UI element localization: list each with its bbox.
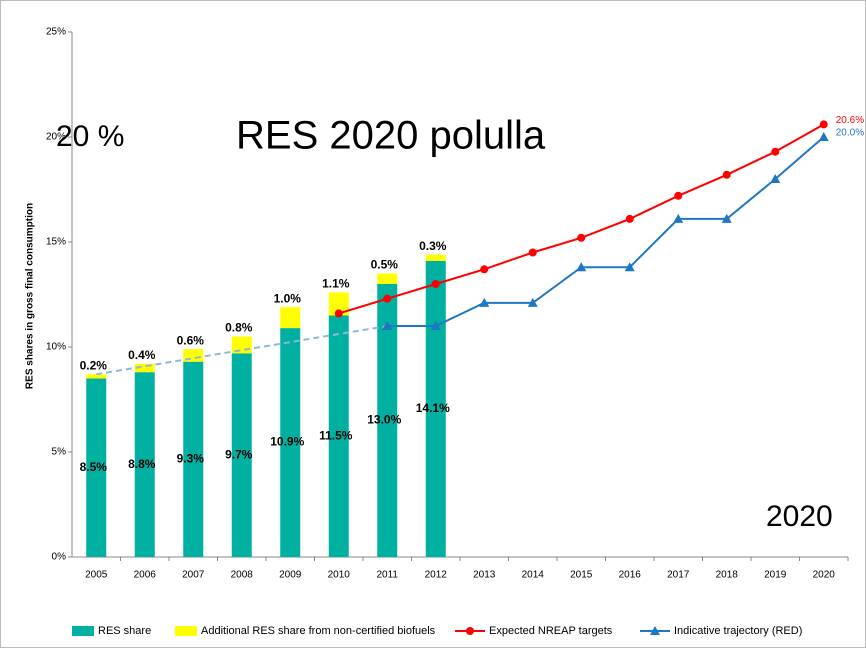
x-tick-label: 2008 bbox=[231, 570, 254, 581]
data-label: 0.6% bbox=[177, 333, 205, 347]
line-marker bbox=[624, 262, 635, 272]
line-marker bbox=[382, 321, 393, 330]
line-marker bbox=[819, 120, 828, 129]
bar bbox=[280, 307, 301, 329]
data-label: 0.5% bbox=[371, 258, 399, 272]
x-tick-label: 2009 bbox=[279, 570, 302, 581]
y-tick-label: 10% bbox=[46, 342, 66, 353]
data-label: 9.7% bbox=[225, 447, 253, 461]
data-label: 9.3% bbox=[177, 452, 205, 466]
bar bbox=[134, 372, 155, 557]
data-label: 8.8% bbox=[128, 457, 156, 471]
bar bbox=[134, 363, 155, 373]
line-marker bbox=[383, 294, 392, 303]
line-marker bbox=[577, 233, 586, 242]
annotation: 2020 bbox=[766, 500, 833, 533]
x-tick-label: 2007 bbox=[182, 570, 205, 581]
y-tick-label: 25% bbox=[46, 27, 66, 38]
bar bbox=[86, 374, 107, 379]
line-marker bbox=[466, 627, 474, 635]
x-tick-label: 2010 bbox=[328, 570, 351, 581]
line-marker bbox=[527, 297, 538, 307]
line-marker bbox=[479, 297, 490, 307]
x-tick-label: 2015 bbox=[570, 570, 593, 581]
bar bbox=[425, 260, 446, 557]
data-label: 1.1% bbox=[322, 277, 350, 291]
y-axis-label: RES shares in gross final consumption bbox=[25, 203, 36, 389]
line-marker bbox=[673, 213, 684, 223]
line-marker bbox=[674, 191, 683, 200]
bar bbox=[86, 378, 107, 557]
y-tick-label: 15% bbox=[46, 237, 66, 248]
line-marker bbox=[430, 321, 441, 330]
bar bbox=[231, 353, 252, 557]
y-tick-label: 5% bbox=[52, 447, 67, 458]
y-tick-label: 20% bbox=[46, 132, 66, 143]
data-label: 8.5% bbox=[80, 460, 108, 474]
x-tick-label: 2005 bbox=[85, 570, 108, 581]
data-label: 20.6% bbox=[836, 115, 864, 126]
annotation: RES 2020 polulla bbox=[236, 114, 546, 158]
annotation: 20 % bbox=[56, 120, 124, 153]
line-marker bbox=[334, 309, 343, 318]
data-label: 10.9% bbox=[270, 435, 304, 449]
x-tick-label: 2017 bbox=[667, 570, 690, 581]
x-tick-label: 2018 bbox=[716, 570, 739, 581]
data-label: 14.1% bbox=[416, 401, 450, 415]
data-label: 0.2% bbox=[80, 358, 108, 372]
line-marker bbox=[625, 214, 634, 223]
line-marker bbox=[722, 170, 731, 179]
legend-label: Expected NREAP targets bbox=[489, 625, 613, 637]
data-label: 0.8% bbox=[225, 321, 253, 335]
data-label: 1.0% bbox=[274, 291, 302, 305]
bar bbox=[328, 315, 349, 557]
bar bbox=[183, 361, 204, 557]
x-tick-label: 2019 bbox=[764, 570, 787, 581]
trend-line bbox=[96, 325, 388, 376]
line-marker bbox=[771, 147, 780, 156]
line-marker bbox=[770, 174, 781, 183]
x-tick-label: 2011 bbox=[376, 570, 398, 581]
bar bbox=[425, 254, 446, 261]
bar bbox=[377, 273, 398, 284]
x-tick-label: 2012 bbox=[425, 570, 448, 581]
bar bbox=[280, 328, 301, 557]
x-tick-label: 2006 bbox=[134, 570, 157, 581]
legend-label: Additional RES share from non-certified … bbox=[201, 625, 436, 637]
line-marker bbox=[528, 248, 537, 257]
legend-label: RES share bbox=[98, 625, 151, 637]
legend-swatch bbox=[72, 626, 94, 636]
y-tick-label: 0% bbox=[52, 552, 67, 563]
x-tick-label: 2013 bbox=[473, 570, 496, 581]
series-line bbox=[387, 136, 825, 327]
line-marker bbox=[431, 280, 440, 288]
line-marker bbox=[650, 626, 660, 635]
data-label: 11.5% bbox=[319, 428, 353, 442]
legend-swatch bbox=[175, 626, 197, 636]
legend-label: Indicative trajectory (RED) bbox=[674, 625, 802, 637]
x-tick-label: 2014 bbox=[522, 570, 545, 581]
line-marker bbox=[818, 132, 829, 141]
bar bbox=[377, 284, 398, 557]
x-tick-label: 2016 bbox=[619, 570, 642, 581]
data-label: 0.3% bbox=[419, 239, 447, 253]
data-label: 20.0% bbox=[836, 128, 864, 139]
line-marker bbox=[576, 262, 587, 272]
data-label: 13.0% bbox=[367, 413, 401, 427]
bar bbox=[328, 292, 349, 316]
line-marker bbox=[480, 265, 489, 274]
x-tick-label: 2020 bbox=[813, 570, 836, 581]
line-marker bbox=[721, 213, 732, 223]
data-label: 0.4% bbox=[128, 348, 156, 362]
